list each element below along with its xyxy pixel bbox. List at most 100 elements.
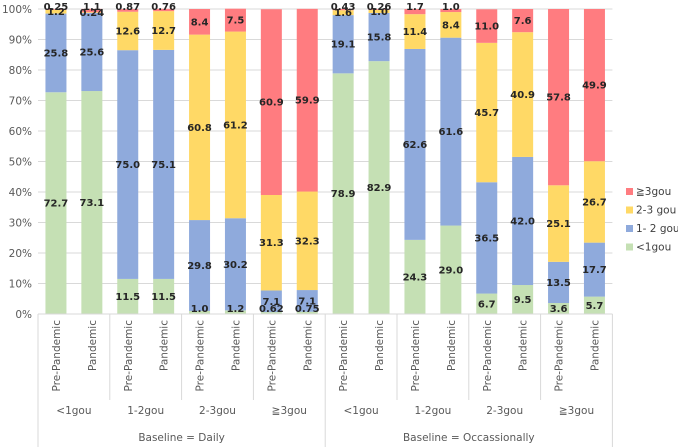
data-label: 11.5	[115, 292, 140, 303]
data-label: 0.26	[367, 2, 392, 13]
data-label: 0.24	[80, 8, 105, 19]
data-label: 32.3	[295, 236, 320, 247]
data-label: 31.3	[259, 238, 284, 249]
y-tick-label: 80%	[9, 65, 32, 77]
data-label: 0.75	[295, 304, 320, 315]
data-label: 8.4	[442, 20, 460, 31]
legend-swatch	[626, 243, 633, 251]
data-label: 12.7	[151, 26, 176, 37]
x-subgroup-label: <1gou	[343, 405, 378, 417]
bar-segment	[583, 161, 605, 243]
data-label: 61.6	[439, 127, 464, 138]
bar-segment	[583, 242, 605, 297]
legend-label: 2-3 gou	[636, 205, 676, 217]
y-axis: 0% 10% 20% 30% 40% 50% 60% 70% 80% 90% 100%	[2, 4, 32, 321]
bar-segment	[296, 8, 318, 192]
x-category-label: Pre-Pandemic	[195, 320, 207, 392]
x-subgroup-label: 1-2gou	[127, 405, 164, 417]
bar-segment	[153, 8, 175, 12]
legend-label: ≧3gou	[636, 186, 671, 198]
data-label: 5.7	[586, 301, 604, 312]
data-label: 60.8	[187, 123, 212, 134]
bar-segment	[45, 13, 67, 93]
bar-segment	[117, 9, 139, 12]
data-label: 0.25	[44, 2, 69, 13]
y-tick-label: 0%	[15, 309, 32, 321]
bar-segment	[476, 9, 498, 43]
x-category-label: Pandemic	[87, 320, 99, 371]
x-group-label: Baseline = Daily	[138, 432, 225, 444]
bar-segment	[81, 8, 103, 13]
bar-segment	[548, 261, 570, 304]
x-category-label: Pandemic	[374, 320, 386, 371]
bar-segment	[296, 191, 318, 291]
bar-segment	[189, 310, 211, 314]
data-labels: 72.725.81.20.2573.125.60.241.111.575.012…	[44, 2, 607, 315]
y-tick-label: 20%	[9, 248, 32, 260]
bar-segment	[476, 42, 498, 183]
bar-segment	[45, 9, 67, 14]
data-label: 0.43	[331, 2, 356, 13]
bar-segment	[224, 31, 246, 219]
bar-segment	[512, 9, 534, 33]
data-label: 62.6	[403, 140, 428, 151]
data-label: 40.9	[510, 90, 535, 101]
bar-segment	[368, 9, 390, 10]
bar-segment	[153, 278, 175, 314]
data-label: 25.1	[546, 219, 571, 230]
data-label: 1.2	[47, 7, 65, 18]
bar-segment	[189, 220, 211, 311]
x-category-label: Pandemic	[230, 320, 242, 371]
data-label: 9.5	[514, 295, 532, 306]
x-category-label: Pandemic	[159, 320, 171, 371]
data-label: 1.2	[227, 304, 245, 315]
bar-segment	[332, 8, 354, 11]
y-tick-label: 70%	[9, 96, 32, 108]
x-subgroup-label: ≧3gou	[559, 405, 594, 417]
data-label: 3.6	[550, 304, 568, 315]
data-label: 29.8	[187, 261, 212, 272]
bar-segment	[81, 91, 103, 314]
data-label: 73.1	[80, 198, 105, 209]
legend-label: 1- 2 gou	[636, 223, 678, 235]
bar-segment	[476, 182, 498, 294]
bar-segment	[512, 285, 534, 314]
data-label: 75.1	[151, 160, 176, 171]
data-label: 19.1	[331, 40, 356, 51]
bar-segment	[404, 14, 426, 49]
x-category-label: Pandemic	[589, 320, 601, 371]
bar-segment	[224, 310, 246, 314]
y-tick-label: 90%	[9, 35, 32, 47]
data-label: 0.62	[259, 304, 284, 315]
x-category-label: Pre-Pandemic	[51, 320, 63, 392]
bar-segment	[296, 290, 318, 312]
x-subgroup-label: ≧3gou	[272, 405, 307, 417]
bar-segment	[189, 34, 211, 221]
data-label: 29.0	[439, 265, 464, 276]
data-label: 72.7	[44, 199, 69, 210]
legend-swatch	[626, 188, 633, 195]
x-subgroup-label: 1-2gou	[414, 405, 451, 417]
bar-segment	[260, 194, 282, 291]
bar-segment	[81, 12, 103, 92]
bar-segment	[476, 293, 498, 314]
data-label: 7.5	[227, 16, 245, 27]
bar-segment	[260, 290, 282, 313]
x-category-label: Pre-Pandemic	[410, 320, 422, 392]
data-label: 7.1	[298, 296, 316, 307]
data-label: 7.6	[514, 16, 532, 27]
data-label: 1.1	[83, 2, 101, 13]
bar-segment	[404, 239, 426, 314]
bar-segment	[332, 10, 354, 16]
data-label: 61.2	[223, 120, 248, 131]
bar-segment	[404, 48, 426, 240]
data-label: 57.8	[546, 93, 571, 104]
data-label: 7.1	[262, 297, 280, 308]
bar-segment	[368, 61, 390, 314]
bar-segment	[512, 156, 534, 286]
bar-segment	[260, 312, 282, 314]
data-label: 15.8	[367, 33, 392, 44]
data-label: 60.9	[259, 98, 284, 109]
bar-segment	[548, 9, 570, 186]
bar-segment	[583, 9, 605, 162]
